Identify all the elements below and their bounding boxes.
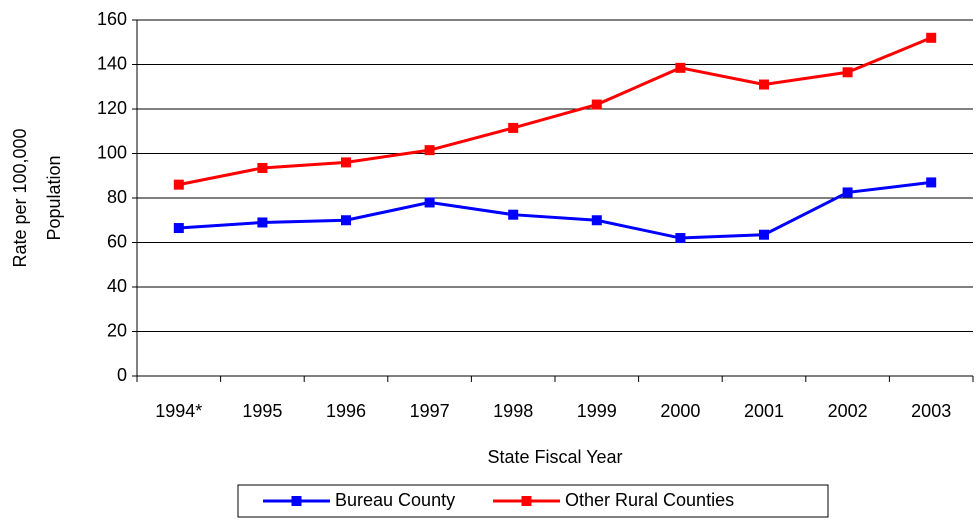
y-tick-label: 160 — [97, 9, 127, 29]
marker — [508, 209, 519, 220]
x-tick-label: 1995 — [242, 401, 282, 421]
x-tick-label: 2003 — [911, 401, 951, 421]
x-tick-label: 2000 — [660, 401, 700, 421]
marker — [842, 67, 853, 78]
legend-label: Other Rural Counties — [565, 490, 734, 510]
legend-label: Bureau County — [335, 490, 455, 510]
y-axis-title-line: Population — [44, 155, 64, 240]
y-tick-label: 120 — [97, 98, 127, 118]
y-tick-label: 40 — [107, 276, 127, 296]
legend-marker — [521, 496, 532, 506]
marker — [341, 215, 351, 226]
y-tick-label: 80 — [107, 187, 127, 207]
marker — [926, 32, 937, 43]
marker — [842, 187, 853, 198]
marker — [675, 233, 686, 244]
y-tick-label: 60 — [107, 231, 127, 251]
marker — [341, 157, 351, 168]
y-axis-title-line: Rate per 100,000 — [10, 128, 30, 267]
x-tick-label: 1998 — [493, 401, 533, 421]
y-tick-label: 140 — [97, 53, 127, 73]
marker — [257, 217, 268, 228]
marker — [173, 179, 184, 190]
x-tick-label: 1997 — [410, 401, 450, 421]
x-tick-label: 2001 — [744, 401, 784, 421]
x-axis-title: State Fiscal Year — [487, 447, 622, 467]
marker — [759, 79, 769, 90]
marker — [424, 197, 435, 208]
marker — [173, 223, 184, 234]
y-axis-title: Rate per 100,000 Population — [10, 128, 64, 267]
marker — [591, 215, 602, 226]
marker — [257, 162, 268, 173]
y-tick-label: 0 — [117, 365, 127, 385]
marker — [675, 62, 686, 73]
x-tick-label: 1996 — [326, 401, 366, 421]
marker — [759, 229, 769, 240]
legend-marker — [291, 496, 302, 506]
series-line — [178, 180, 932, 240]
x-tick-label: 1994* — [155, 401, 202, 421]
marker — [424, 145, 435, 156]
marker — [508, 122, 519, 133]
series-line — [178, 36, 932, 187]
x-tick-label: 1999 — [577, 401, 617, 421]
y-tick-label: 100 — [97, 142, 127, 162]
x-tick-label: 2002 — [828, 401, 868, 421]
y-tick-label: 20 — [107, 320, 127, 340]
marker — [926, 177, 937, 188]
marker — [591, 99, 602, 110]
